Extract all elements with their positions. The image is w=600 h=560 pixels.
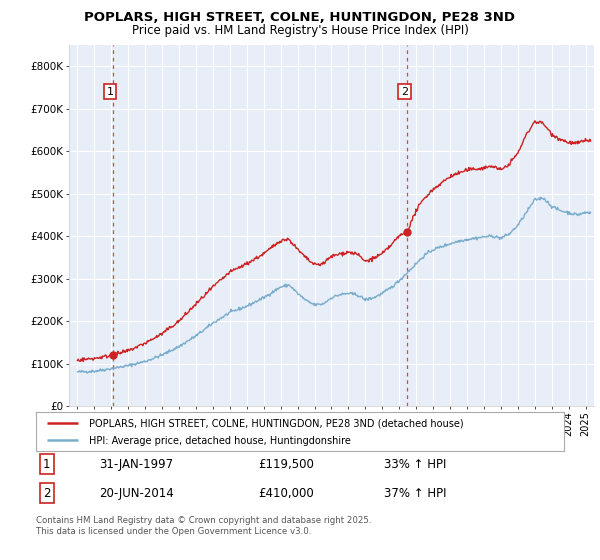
Text: 1: 1 (43, 458, 50, 470)
Text: 2: 2 (401, 87, 408, 96)
Text: POPLARS, HIGH STREET, COLNE, HUNTINGDON, PE28 3ND (detached house): POPLARS, HIGH STREET, COLNE, HUNTINGDON,… (89, 418, 463, 428)
Text: 20-JUN-2014: 20-JUN-2014 (100, 487, 174, 500)
Text: Contains HM Land Registry data © Crown copyright and database right 2025.
This d: Contains HM Land Registry data © Crown c… (36, 516, 371, 536)
Text: 37% ↑ HPI: 37% ↑ HPI (385, 487, 447, 500)
Text: 31-JAN-1997: 31-JAN-1997 (100, 458, 173, 470)
Text: £410,000: £410,000 (258, 487, 314, 500)
Text: Price paid vs. HM Land Registry's House Price Index (HPI): Price paid vs. HM Land Registry's House … (131, 24, 469, 36)
Text: 33% ↑ HPI: 33% ↑ HPI (385, 458, 447, 470)
Text: HPI: Average price, detached house, Huntingdonshire: HPI: Average price, detached house, Hunt… (89, 436, 350, 446)
Text: £119,500: £119,500 (258, 458, 314, 470)
Text: 1: 1 (107, 87, 113, 96)
Text: POPLARS, HIGH STREET, COLNE, HUNTINGDON, PE28 3ND: POPLARS, HIGH STREET, COLNE, HUNTINGDON,… (85, 11, 515, 24)
Text: 2: 2 (43, 487, 50, 500)
